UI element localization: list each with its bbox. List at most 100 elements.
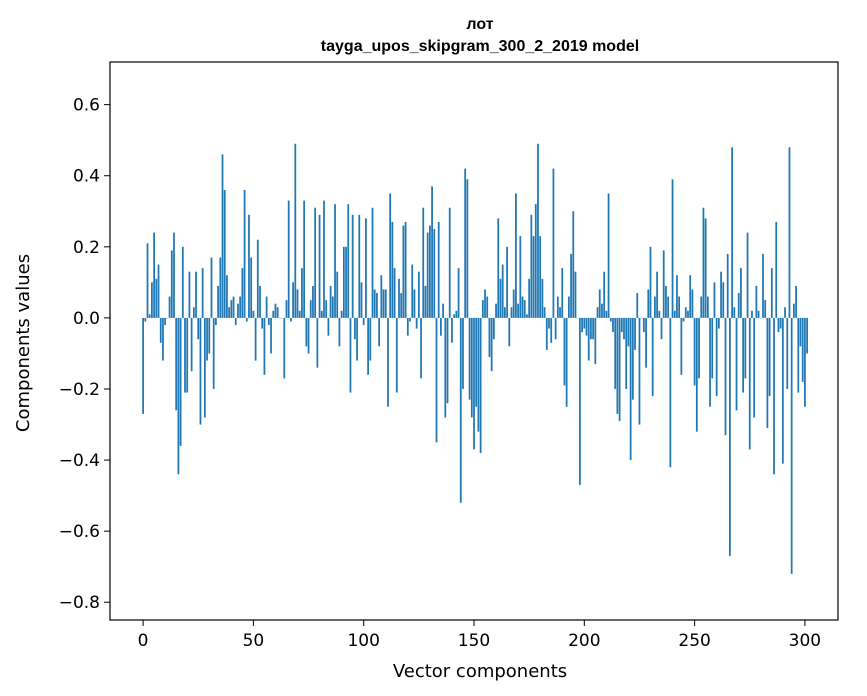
bar-36	[221, 154, 224, 318]
bar-236	[662, 250, 665, 318]
bar-174	[526, 314, 528, 318]
bar-186	[552, 168, 555, 318]
bar-281	[762, 253, 764, 318]
bar-247	[687, 310, 689, 318]
bar-100	[362, 317, 365, 326]
bar-282	[764, 300, 767, 318]
bar-108	[380, 275, 383, 318]
bar-155	[484, 289, 486, 318]
bar-9	[162, 317, 164, 361]
x-tick-label-250: 250	[678, 631, 710, 651]
bar-109	[382, 289, 385, 318]
y-tick-label-4: 0.0	[73, 309, 100, 329]
bar-134	[437, 221, 440, 318]
bar-69	[294, 143, 297, 318]
bar-248	[689, 275, 692, 318]
bar-40	[230, 300, 233, 318]
bar-188	[556, 296, 559, 318]
bar-94	[349, 317, 352, 393]
bar-37	[223, 189, 226, 318]
bar-209	[603, 271, 606, 318]
bar-205	[594, 317, 597, 365]
bar-279	[757, 310, 760, 318]
bar-238	[667, 296, 670, 318]
bar-124	[415, 317, 418, 329]
bar-153	[479, 317, 482, 453]
bar-228	[645, 317, 647, 368]
bar-173	[523, 300, 526, 318]
bar-52	[256, 239, 259, 318]
bar-87	[334, 204, 336, 318]
bar-189	[559, 307, 561, 318]
bar-223	[634, 317, 636, 350]
bar-152	[477, 317, 480, 432]
bar-42	[234, 317, 237, 326]
bar-242	[676, 275, 678, 318]
bar-148	[468, 317, 471, 400]
bar-137	[444, 317, 447, 418]
bar-234	[658, 310, 661, 318]
bar-120	[406, 317, 409, 336]
bar-278	[755, 285, 758, 318]
bar-213	[612, 317, 614, 333]
bar-45	[241, 268, 244, 318]
bar-0	[142, 317, 144, 414]
x-axis-label: Vector components	[393, 661, 567, 682]
bar-274	[746, 232, 749, 318]
bar-230	[649, 246, 652, 318]
bar-285	[770, 268, 773, 318]
bar-154	[481, 300, 484, 318]
bar-218	[623, 317, 625, 340]
bar-141	[453, 314, 456, 318]
bar-81	[320, 310, 323, 318]
bar-227	[642, 317, 645, 333]
bar-119	[404, 221, 407, 318]
bar-163	[501, 264, 504, 318]
bar-46	[243, 189, 246, 318]
y-tick-label-2: −0.4	[59, 451, 100, 471]
bar-290	[781, 317, 784, 464]
bar-54	[261, 317, 264, 329]
bar-90	[340, 310, 343, 318]
bar-263	[722, 282, 725, 318]
x-axis-ticks: 0 50 100 150 200 250 300	[138, 620, 821, 651]
bar-161	[497, 218, 500, 318]
bar-198	[579, 317, 581, 485]
bar-64	[283, 317, 286, 379]
bar-101	[365, 218, 367, 318]
y-tick-label-3: −0.2	[59, 380, 100, 400]
bar-214	[614, 317, 617, 389]
bar-122	[411, 264, 414, 318]
bar-96	[353, 317, 356, 340]
bar-135	[440, 317, 442, 336]
bar-182	[543, 307, 546, 318]
bar-107	[378, 317, 381, 347]
bar-178	[534, 204, 537, 318]
bar-115	[395, 317, 398, 393]
bar-131	[431, 186, 433, 318]
bar-21	[188, 271, 191, 318]
chart-subtitle: tayga_upos_skipgram_300_2_2019 model	[321, 38, 639, 55]
x-tick-label-100: 100	[347, 631, 379, 651]
bar-158	[490, 317, 493, 372]
bar-89	[338, 317, 341, 347]
bar-300	[804, 317, 806, 407]
bar-162	[499, 278, 502, 318]
bar-262	[720, 271, 722, 318]
bar-159	[492, 317, 495, 340]
bar-164	[504, 307, 506, 318]
bar-71	[298, 310, 301, 318]
bar-103	[369, 317, 372, 361]
bar-184	[548, 317, 550, 329]
bar-202	[587, 317, 590, 361]
bar-245	[682, 317, 685, 322]
bar-252	[698, 317, 700, 379]
bar-294	[790, 317, 793, 574]
bar-170	[517, 303, 519, 318]
x-tick-label-50: 50	[243, 631, 265, 651]
bar-82	[323, 200, 325, 318]
bar-99	[360, 282, 363, 318]
bar-111	[387, 317, 389, 407]
bar-106	[376, 293, 378, 318]
x-tick-label-0: 0	[138, 631, 149, 651]
